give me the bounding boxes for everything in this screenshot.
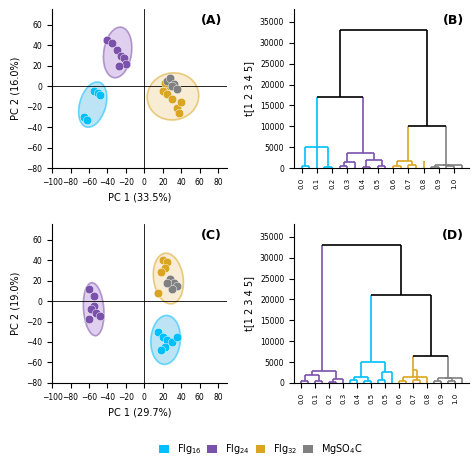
Point [155, 289, 162, 297]
Point [168, 338, 176, 346]
Point [90, 88, 98, 95]
Point [164, 258, 171, 266]
Point [104, 36, 111, 44]
Point [164, 77, 171, 85]
Point [173, 282, 181, 290]
Point [122, 60, 130, 67]
Point [81, 113, 88, 121]
Point [164, 91, 171, 98]
Ellipse shape [151, 315, 181, 365]
Point [173, 104, 181, 111]
Point [173, 85, 181, 93]
Point [159, 256, 167, 264]
Ellipse shape [83, 283, 104, 336]
Y-axis label: PC 2 (16.0%): PC 2 (16.0%) [11, 57, 21, 120]
Point [85, 316, 93, 323]
Point [161, 79, 168, 87]
Point [159, 333, 167, 341]
Point [92, 310, 100, 317]
Text: (B): (B) [443, 14, 464, 27]
Point [168, 285, 176, 292]
Point [155, 328, 162, 336]
Y-axis label: t[1 2 3 4 5]: t[1 2 3 4 5] [244, 61, 255, 116]
Y-axis label: PC 2 (19.0%): PC 2 (19.0%) [11, 272, 21, 335]
Point [168, 96, 176, 103]
Point [161, 343, 168, 351]
Ellipse shape [79, 82, 107, 127]
Ellipse shape [147, 73, 199, 120]
Point [164, 279, 171, 286]
Point [176, 109, 183, 117]
Point [90, 292, 98, 300]
Ellipse shape [153, 253, 183, 304]
Point [166, 82, 174, 90]
Point [120, 54, 128, 61]
Point [177, 98, 185, 105]
Text: (A): (A) [201, 14, 222, 27]
Point [173, 333, 181, 341]
Point [115, 62, 122, 70]
X-axis label: PC 1 (33.5%): PC 1 (33.5%) [108, 192, 172, 202]
Point [170, 81, 178, 88]
Legend: Flg$_{16}$, Flg$_{24}$, Flg$_{32}$, MgSO$_4$C: Flg$_{16}$, Flg$_{24}$, Flg$_{32}$, MgSO… [155, 438, 366, 460]
Point [170, 279, 178, 286]
Point [90, 302, 98, 310]
Point [166, 74, 174, 82]
Y-axis label: t[1 2 3 4 5]: t[1 2 3 4 5] [244, 276, 255, 331]
Point [168, 82, 176, 90]
Point [118, 52, 125, 59]
Text: (D): (D) [442, 229, 464, 242]
Point [164, 336, 171, 344]
Text: (C): (C) [201, 229, 222, 242]
Point [166, 275, 174, 283]
Point [108, 39, 116, 47]
Point [96, 312, 104, 320]
Point [113, 46, 120, 54]
Point [157, 269, 165, 276]
Point [159, 88, 167, 95]
Point [87, 305, 95, 313]
Point [94, 90, 102, 97]
Point [157, 346, 165, 354]
Ellipse shape [103, 27, 132, 78]
Point [96, 91, 104, 99]
X-axis label: PC 1 (29.7%): PC 1 (29.7%) [108, 407, 172, 417]
Point [161, 264, 168, 272]
Point [85, 285, 93, 292]
Point [83, 116, 91, 124]
